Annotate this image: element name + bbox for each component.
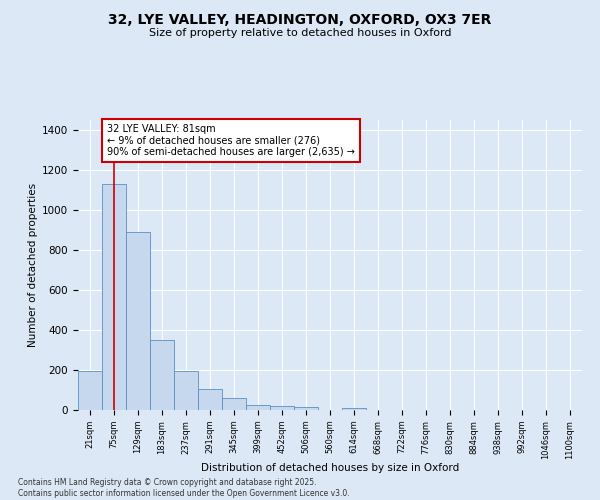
Bar xyxy=(246,405,270,410)
Bar xyxy=(78,371,102,410)
Bar xyxy=(126,232,150,410)
Bar xyxy=(294,408,318,410)
Bar xyxy=(222,398,246,410)
Text: Contains HM Land Registry data © Crown copyright and database right 2025.
Contai: Contains HM Land Registry data © Crown c… xyxy=(18,478,350,498)
Text: Size of property relative to detached houses in Oxford: Size of property relative to detached ho… xyxy=(149,28,451,38)
Bar xyxy=(270,406,294,410)
Bar xyxy=(198,389,222,410)
Y-axis label: Number of detached properties: Number of detached properties xyxy=(28,183,38,347)
Bar xyxy=(102,184,126,410)
Text: 32 LYE VALLEY: 81sqm
← 9% of detached houses are smaller (276)
90% of semi-detac: 32 LYE VALLEY: 81sqm ← 9% of detached ho… xyxy=(107,124,355,157)
Bar xyxy=(174,371,198,410)
Bar xyxy=(342,408,366,410)
Bar xyxy=(150,340,174,410)
Text: 32, LYE VALLEY, HEADINGTON, OXFORD, OX3 7ER: 32, LYE VALLEY, HEADINGTON, OXFORD, OX3 … xyxy=(109,12,491,26)
X-axis label: Distribution of detached houses by size in Oxford: Distribution of detached houses by size … xyxy=(201,463,459,473)
